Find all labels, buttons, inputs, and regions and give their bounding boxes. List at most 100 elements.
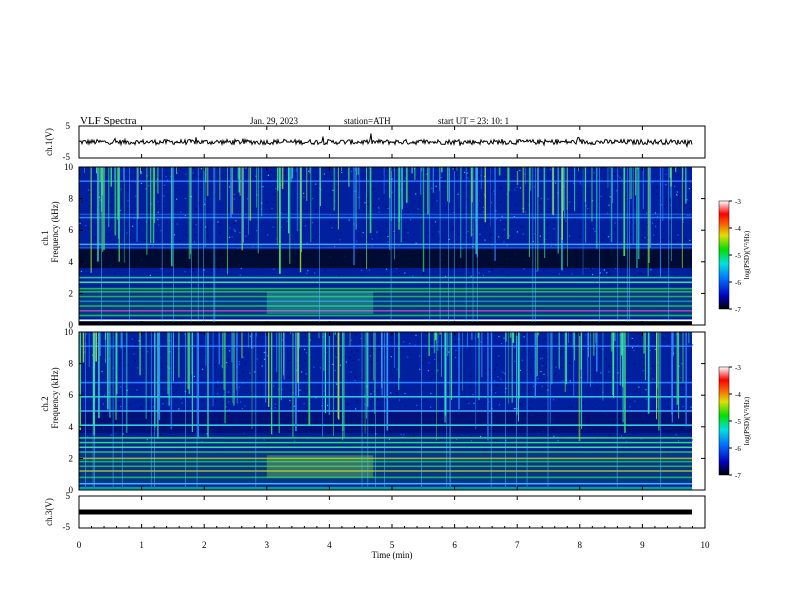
noise-pixel xyxy=(242,371,244,373)
noise-pixel xyxy=(654,348,657,350)
sferic-burst xyxy=(658,332,660,431)
noise-pixel xyxy=(608,371,610,373)
noise-pixel xyxy=(378,198,380,200)
noise-pixel xyxy=(263,439,265,441)
noise-pixel xyxy=(674,209,676,211)
noise-pixel xyxy=(95,237,97,239)
noise-pixel xyxy=(670,204,672,206)
noise-pixel xyxy=(314,272,316,274)
noise-pixel xyxy=(497,376,499,378)
noise-pixel xyxy=(571,406,573,408)
sferic-burst xyxy=(414,167,416,180)
noise-pixel xyxy=(653,365,655,367)
noise-pixel xyxy=(155,169,157,171)
noise-pixel xyxy=(386,206,388,208)
sferic-burst xyxy=(99,332,101,356)
tone-line xyxy=(79,310,692,312)
noise-pixel xyxy=(597,438,599,440)
sferic-burst xyxy=(451,332,453,400)
noise-pixel xyxy=(311,222,314,224)
noise-pixel xyxy=(633,349,635,351)
noise-pixel xyxy=(120,394,122,397)
noise-pixel xyxy=(359,339,361,341)
noise-pixel xyxy=(412,242,414,244)
noise-pixel xyxy=(570,405,572,407)
noise-pixel xyxy=(496,384,498,387)
sferic-burst xyxy=(353,167,355,266)
noise-pixel xyxy=(177,385,179,387)
noise-pixel xyxy=(134,360,136,362)
noise-pixel xyxy=(101,370,103,373)
noise-pixel xyxy=(586,188,588,190)
noise-pixel xyxy=(312,239,314,241)
noise-pixel xyxy=(461,241,463,243)
noise-pixel xyxy=(508,244,510,246)
sferic-burst xyxy=(373,332,374,381)
sferic-burst xyxy=(630,167,632,199)
noise-pixel xyxy=(266,391,268,393)
noise-pixel xyxy=(199,372,201,374)
sferic-burst xyxy=(218,332,220,365)
noise-pixel xyxy=(604,235,606,237)
noise-pixel xyxy=(293,405,295,407)
noise-pixel xyxy=(249,372,251,374)
noise-pixel xyxy=(390,339,392,341)
noise-pixel xyxy=(120,398,122,400)
sferic-burst xyxy=(219,167,221,201)
noise-pixel xyxy=(560,367,562,369)
noise-pixel xyxy=(505,387,507,390)
noise-pixel xyxy=(669,218,671,220)
full-burst xyxy=(255,332,257,490)
sferic-burst xyxy=(389,167,391,250)
noise-pixel xyxy=(290,389,292,392)
noise-pixel xyxy=(331,229,333,231)
noise-pixel xyxy=(579,236,581,238)
noise-pixel xyxy=(180,398,182,400)
noise-pixel xyxy=(667,406,670,408)
sferic-burst xyxy=(558,332,560,369)
noise-pixel xyxy=(133,353,135,355)
noise-pixel xyxy=(228,236,231,238)
noise-pixel xyxy=(519,169,521,172)
full-burst xyxy=(532,167,534,325)
noise-pixel xyxy=(147,169,149,172)
noise-pixel xyxy=(331,227,333,229)
full-burst xyxy=(203,167,204,325)
noise-pixel xyxy=(85,225,87,227)
noise-pixel xyxy=(521,406,523,408)
noise-pixel xyxy=(288,376,290,378)
noise-pixel xyxy=(173,392,175,394)
sferic-burst xyxy=(249,167,252,221)
noise-pixel xyxy=(332,189,334,191)
noise-pixel xyxy=(371,189,373,191)
noise-pixel xyxy=(429,393,431,395)
noise-pixel xyxy=(132,225,134,227)
noise-pixel xyxy=(448,238,450,240)
full-burst xyxy=(196,332,198,490)
noise-pixel xyxy=(220,191,222,193)
colorbar-tick-label: -6 xyxy=(735,279,741,287)
ch1-ytick-top: 5 xyxy=(66,121,71,131)
noise-pixel xyxy=(111,347,113,349)
noise-pixel xyxy=(640,438,642,440)
noise-pixel xyxy=(192,270,194,272)
noise-pixel xyxy=(516,186,518,188)
noise-pixel xyxy=(171,383,173,385)
sferic-burst xyxy=(104,332,107,340)
sferic-burst xyxy=(484,167,486,223)
noise-pixel xyxy=(319,405,322,407)
noise-pixel xyxy=(503,241,505,243)
noise-pixel xyxy=(358,359,360,361)
sferic-burst xyxy=(295,332,297,432)
noise-pixel xyxy=(652,378,654,380)
sferic-burst xyxy=(636,167,638,194)
sferic-burst xyxy=(334,332,336,335)
noise-pixel xyxy=(159,434,161,436)
noise-pixel xyxy=(254,218,256,220)
noise-pixel xyxy=(491,189,493,191)
noise-pixel xyxy=(303,438,305,440)
noise-pixel xyxy=(569,235,571,237)
noise-pixel xyxy=(631,347,634,349)
noise-pixel xyxy=(627,268,629,270)
noise-pixel xyxy=(172,383,174,386)
